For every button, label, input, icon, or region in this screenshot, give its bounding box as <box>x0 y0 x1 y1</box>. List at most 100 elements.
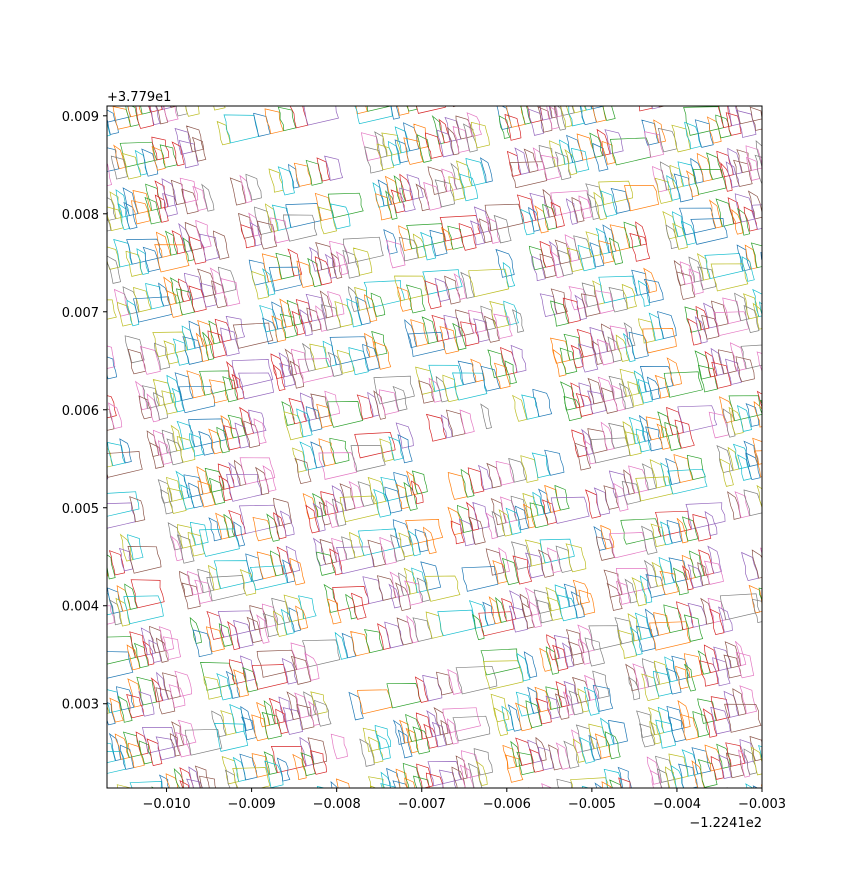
building-outline <box>216 120 231 146</box>
building-outline <box>437 820 449 847</box>
building-outline <box>132 296 173 323</box>
building-outline <box>447 668 462 695</box>
building-outline <box>469 220 486 246</box>
building-outline <box>538 145 556 170</box>
building-outline <box>600 190 618 218</box>
building-outline <box>535 599 553 624</box>
building-outline <box>671 124 691 153</box>
building-outline <box>181 830 198 853</box>
building-outline <box>600 524 615 550</box>
building-outline <box>239 753 258 781</box>
building-outline <box>745 145 762 171</box>
building-outline <box>479 157 493 183</box>
building-outline <box>532 491 545 516</box>
building-outline <box>389 831 401 855</box>
building-outline <box>177 818 195 844</box>
building-outline <box>493 214 512 244</box>
building-outline <box>670 765 684 788</box>
building-outline <box>584 106 593 111</box>
building-outline <box>510 344 527 373</box>
y-tick-label: 0.004 <box>62 600 99 615</box>
building-outline <box>161 390 178 415</box>
building-outline <box>638 318 656 344</box>
building-outline <box>188 766 201 788</box>
building-outline <box>348 831 360 854</box>
building-outline <box>119 438 132 464</box>
building-outline <box>703 302 718 329</box>
building-outline <box>256 614 270 644</box>
building-outline <box>641 119 659 146</box>
building-outline <box>447 506 464 536</box>
building-outline <box>701 314 720 340</box>
building-outline <box>310 393 331 420</box>
building-outline <box>796 132 815 159</box>
building-outline <box>107 742 116 764</box>
building-outline <box>777 434 793 459</box>
building-outline <box>424 575 461 602</box>
building-outline <box>759 301 762 317</box>
building-outline <box>459 804 478 828</box>
building-outline <box>654 177 673 204</box>
building-outline <box>88 344 105 372</box>
building-outline <box>197 568 215 594</box>
building-outline <box>790 147 810 175</box>
building-outline <box>796 786 814 814</box>
building-outline <box>107 356 118 380</box>
building-outline <box>265 71 283 99</box>
building-outline <box>658 106 666 108</box>
building-outline <box>208 517 222 542</box>
building-outline <box>373 390 386 420</box>
building-outline <box>183 272 205 301</box>
building-outline <box>268 266 303 292</box>
building-outline <box>520 208 535 236</box>
building-outline <box>225 315 246 341</box>
building-outline <box>723 654 742 679</box>
building-outline <box>188 482 204 509</box>
building-outline <box>492 560 508 584</box>
building-outline <box>81 656 93 684</box>
building-outline <box>315 305 327 332</box>
building-outline <box>296 704 315 730</box>
building-outline <box>642 328 677 354</box>
x-axis: −0.010 −0.009 −0.008 −0.007 −0.006 −0.005 −0.0… <box>142 788 786 812</box>
building-outline <box>709 608 725 636</box>
building-outline <box>748 584 762 614</box>
building-outline <box>403 78 415 102</box>
building-outline <box>487 349 507 379</box>
building-outline <box>768 349 787 376</box>
building-outline <box>566 247 584 273</box>
building-outline <box>428 377 442 403</box>
building-outline <box>788 640 806 663</box>
building-outline <box>563 583 579 608</box>
building-outline <box>614 617 635 645</box>
building-outline <box>628 331 649 360</box>
building-outline <box>108 402 123 430</box>
building-outline <box>459 173 479 202</box>
building-outline <box>725 161 740 188</box>
building-outline <box>334 301 353 328</box>
building-outline <box>609 532 648 559</box>
building-outline <box>778 682 790 705</box>
building-outline <box>327 291 345 317</box>
building-outline <box>316 157 330 182</box>
building-outline <box>107 701 116 726</box>
building-outline <box>207 330 227 359</box>
building-outline <box>552 644 569 672</box>
building-outline <box>296 260 314 288</box>
building-outline <box>405 714 423 742</box>
building-outline <box>685 170 699 198</box>
building-outline <box>697 266 717 291</box>
building-outline <box>782 729 795 753</box>
building-outline <box>473 206 491 234</box>
building-outline <box>697 562 710 586</box>
building-outline <box>114 733 130 760</box>
building-outline <box>545 646 559 675</box>
building-outline <box>554 484 570 511</box>
building-outline <box>716 150 734 178</box>
building-outline <box>110 797 124 822</box>
building-outline <box>749 106 762 131</box>
building-outline <box>740 837 754 861</box>
building-outline <box>793 97 810 121</box>
building-outline <box>626 825 644 852</box>
building-outline <box>639 575 653 604</box>
